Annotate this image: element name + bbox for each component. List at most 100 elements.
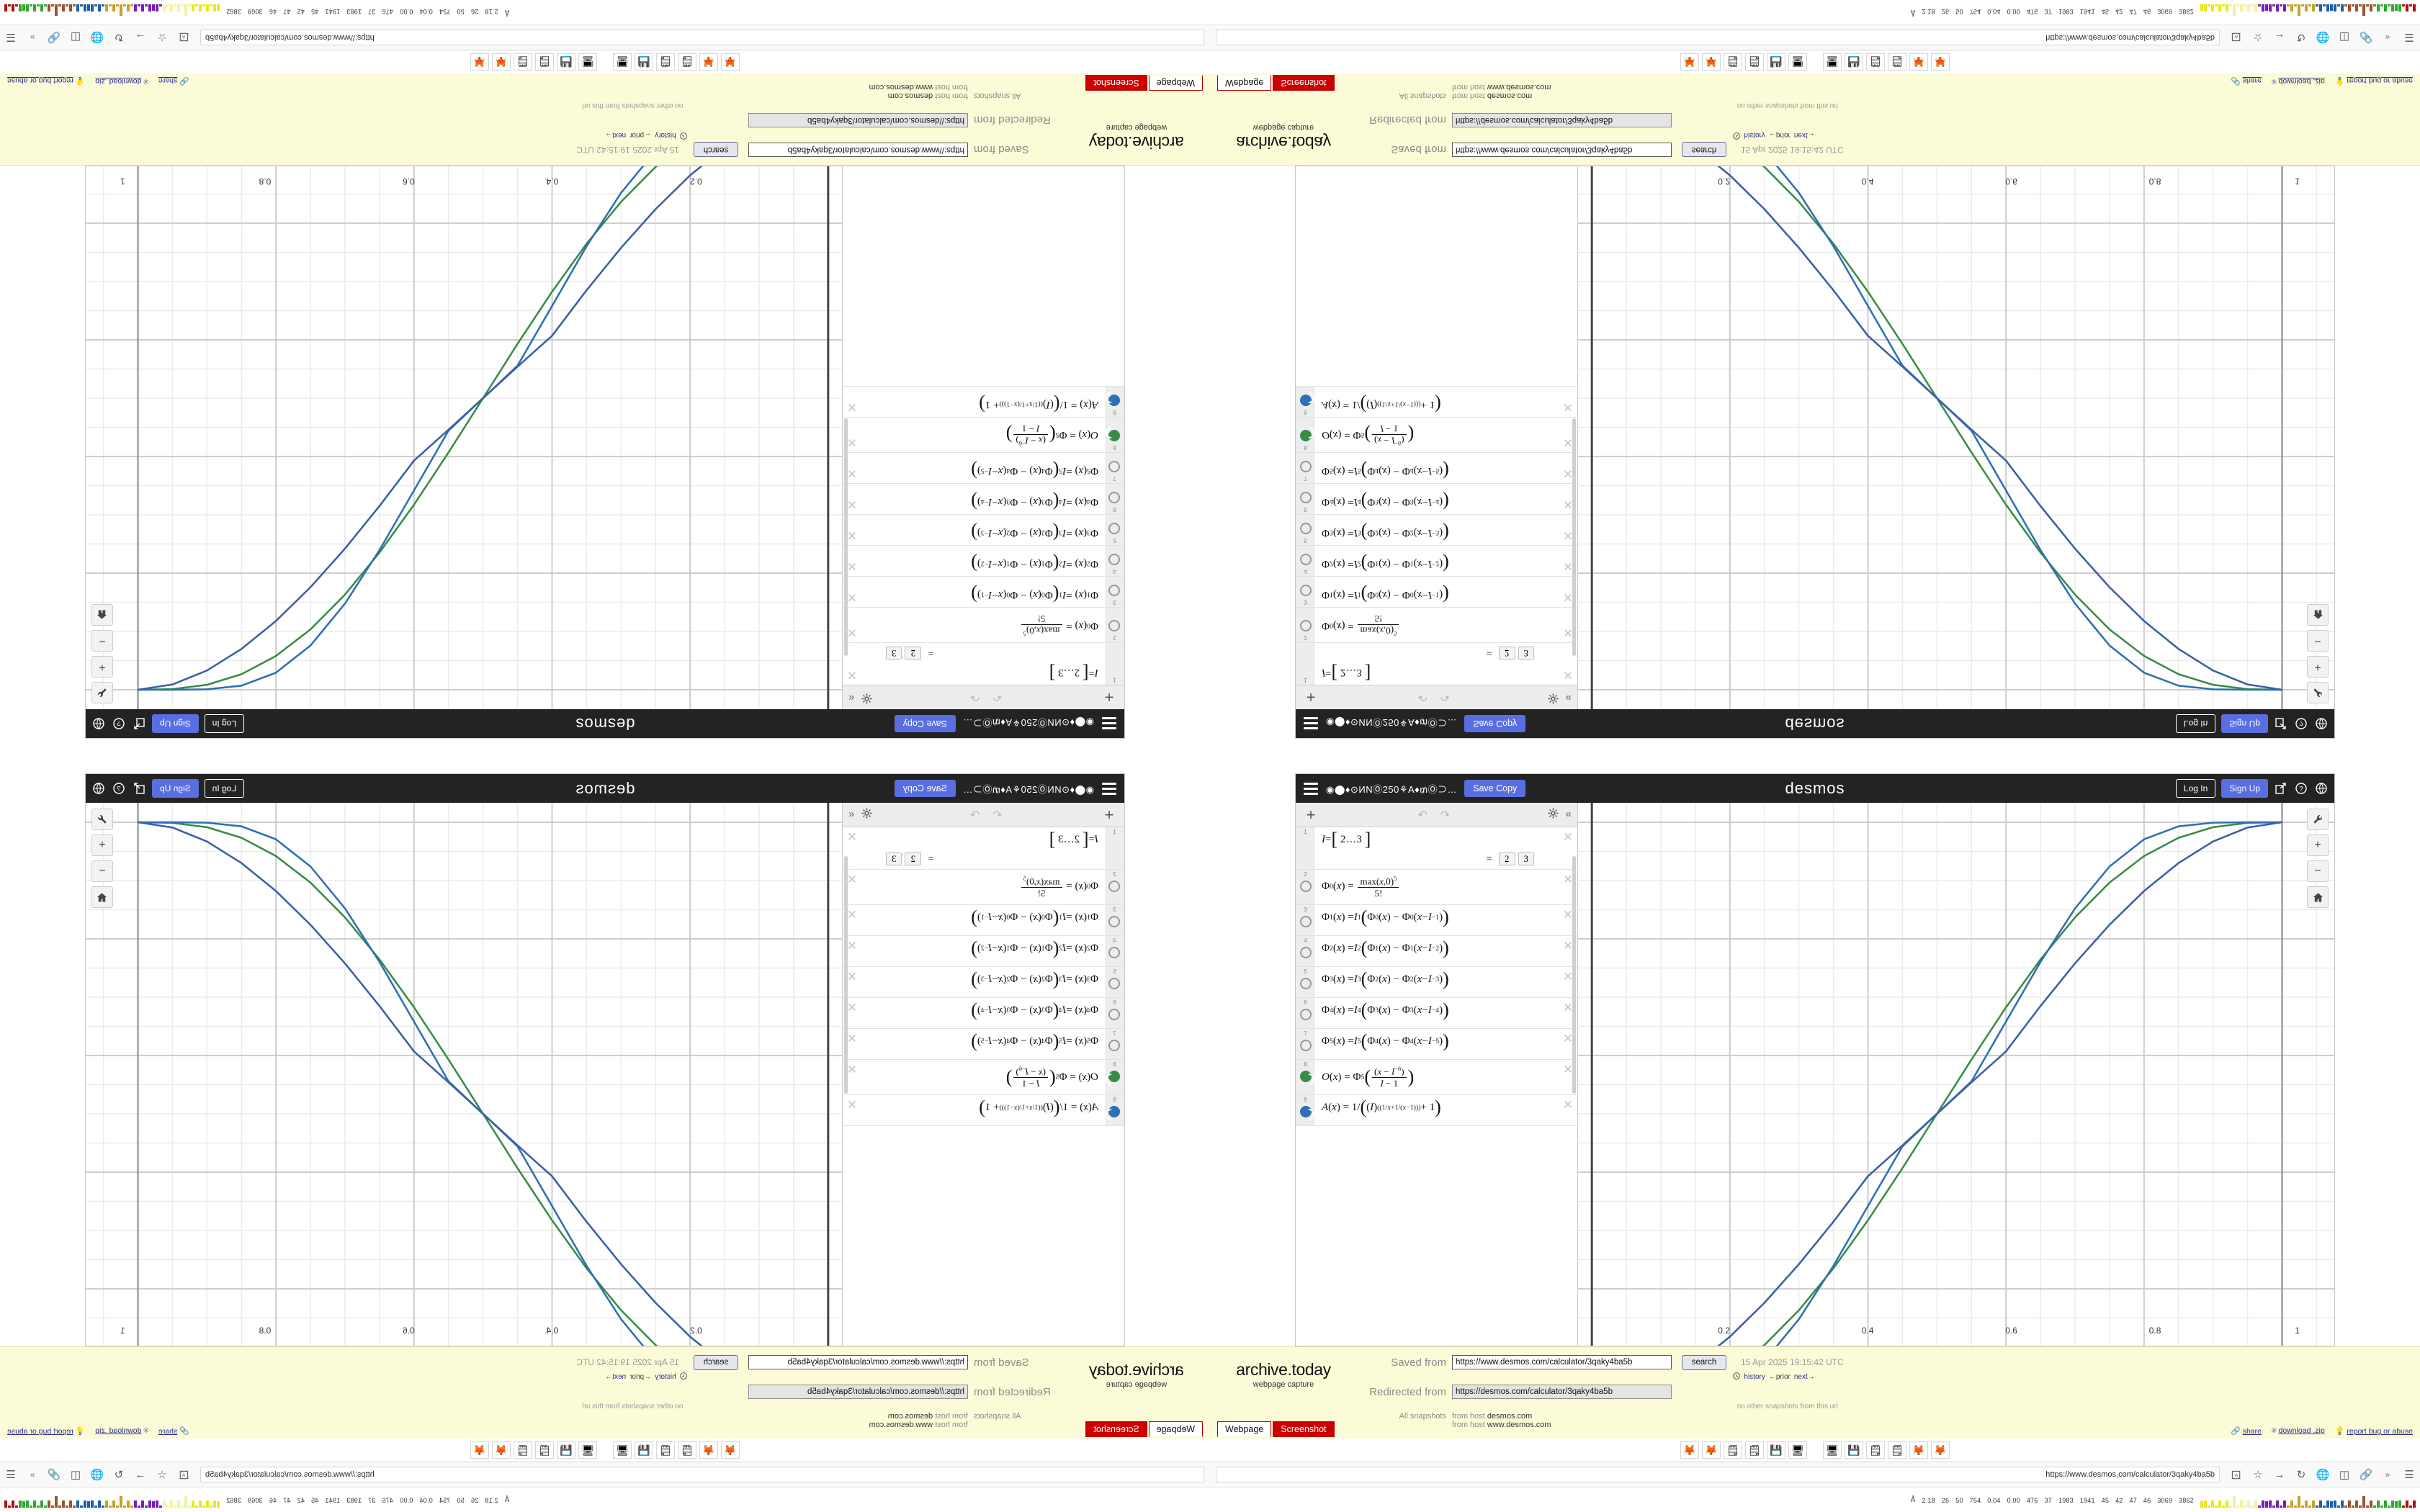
menu-icon[interactable]: ☰	[2404, 31, 2414, 43]
add-expression-button[interactable]: +	[1104, 688, 1114, 707]
gear-icon[interactable]	[861, 690, 872, 704]
graph-paper[interactable]: 0.2 0.4 0.6 0.8 1 + −	[1578, 166, 2334, 709]
taskbar-item-floppy[interactable]: 💾	[557, 53, 575, 71]
expression-visibility-toggle[interactable]	[1108, 620, 1121, 632]
archive-brand-name[interactable]: archive.today	[1236, 133, 1331, 152]
download-link[interactable]: download .zip	[95, 77, 142, 86]
sign-up-button[interactable]: Sign Up	[152, 779, 199, 798]
expression-visibility-toggle[interactable]	[1299, 620, 1312, 632]
graph-paper[interactable]: 0.2 0.4 0.6 0.8 1 + −	[1578, 803, 2334, 1346]
expression-visibility-toggle[interactable]	[1108, 947, 1121, 959]
share-link-group[interactable]: 🔗 share	[2231, 76, 2262, 86]
host-2[interactable]: www.desmos.com	[1487, 1421, 1551, 1429]
expression-row[interactable]: 8 O(x) = Φ 5((x − I−6) I − 1) ✕	[1296, 416, 1577, 452]
zoom-out-button[interactable]: −	[91, 860, 113, 882]
taskbar-item-firefox[interactable]: 🦊	[1680, 53, 1699, 71]
globe-icon[interactable]: 🌐	[90, 31, 104, 43]
share-link[interactable]: share	[2242, 76, 2262, 85]
sign-up-button[interactable]: Sign Up	[152, 714, 199, 733]
taskbar-item-firefox[interactable]: 🦊	[1702, 53, 1721, 71]
report-link-group[interactable]: 💡 report bug or abuse	[2335, 1426, 2413, 1436]
pocket-icon[interactable]: 🔗	[2359, 31, 2373, 43]
next-link[interactable]: next→	[1793, 1373, 1815, 1381]
taskbar-item-terminal[interactable]: 🖥	[613, 53, 632, 71]
tab-screenshot[interactable]: Screenshot	[1085, 75, 1147, 91]
menu-icon[interactable]	[1301, 779, 1320, 798]
expression-visibility-toggle[interactable]	[1108, 1040, 1121, 1052]
download-link-group[interactable]: ⍟ download .zip	[95, 76, 148, 86]
share-icon[interactable]	[2274, 781, 2288, 796]
expression-row[interactable]: 5 Φ 3(x) = I 3(Φ 2(x) − Φ 2(x − I −3)) ✕	[843, 513, 1124, 545]
prior-link[interactable]: ←prior	[1768, 131, 1791, 139]
expression-math[interactable]: O(x) = Φ 5((x − I−6) I − 1)	[1005, 1065, 1098, 1089]
share-link[interactable]: share	[158, 76, 178, 85]
expression-scrollbar[interactable]	[1572, 418, 1576, 656]
taskbar-item-notepad[interactable]: 🗒	[1745, 53, 1764, 71]
save-copy-button[interactable]: Save Copy	[1464, 715, 1526, 732]
expression-visibility-toggle[interactable]	[1299, 584, 1312, 596]
reload-icon[interactable]: ↻	[2296, 31, 2306, 43]
taskbar-item-firefox[interactable]: 🦊	[1931, 1441, 1950, 1459]
download-link-group[interactable]: ⍟ download .zip	[2272, 1426, 2325, 1436]
expression-visibility-toggle[interactable]	[1299, 1040, 1312, 1052]
expression-math[interactable]: I = [ 2…3 ]	[1049, 829, 1098, 850]
log-in-button[interactable]: Log In	[204, 779, 245, 798]
redirected-from-input[interactable]: https://desmos.com/calculator/3qaky4ba5b	[1452, 113, 1672, 127]
overflow-icon[interactable]: »	[2385, 1470, 2390, 1480]
taskbar-item-floppy[interactable]: 💾	[635, 1441, 653, 1459]
sign-up-button[interactable]: Sign Up	[2221, 714, 2268, 733]
delete-expression-button[interactable]: ✕	[1562, 400, 1574, 414]
expression-row[interactable]: 6 Φ 4(x) = I 4(Φ 3(x) − Φ 3(x − I −4)) ✕	[843, 482, 1124, 514]
tab-screenshot[interactable]: Screenshot	[1085, 1421, 1147, 1437]
saved-from-input[interactable]: https://www.desmos.com/calculator/3qaky4…	[1452, 1355, 1672, 1369]
collapse-panel-button[interactable]: «	[848, 808, 855, 820]
expression-scrollbar[interactable]	[1572, 856, 1576, 1094]
globe-icon[interactable]: 🌐	[2316, 31, 2330, 43]
expression-visibility-toggle[interactable]	[1108, 553, 1121, 565]
expression-math[interactable]: Φ 3(x) = I 3(Φ 2(x) − Φ 2(x − I −3))	[1322, 968, 1449, 990]
tab-webpage[interactable]: Webpage	[1148, 1421, 1203, 1437]
expression-row[interactable]: 9 A(x) = 1/((I) ((1/x+1/(x−1))) + 1) ✕	[1296, 1095, 1577, 1127]
redirected-from-input[interactable]: https://desmos.com/calculator/3qaky4ba5b	[748, 113, 968, 127]
taskbar-item-notepad[interactable]: 🗒	[535, 1441, 554, 1459]
search-button[interactable]: search	[1682, 1354, 1726, 1370]
share-link[interactable]: share	[158, 1427, 178, 1436]
expression-row[interactable]: 2 Φ 0(x) = max(x,0)5 5! ✕	[843, 869, 1124, 906]
zoom-in-button[interactable]: +	[91, 656, 113, 678]
taskbar-item-firefox[interactable]: 🦊	[470, 1441, 489, 1459]
expression-math[interactable]: Φ 4(x) = I 4(Φ 3(x) − Φ 3(x − I −4))	[971, 491, 1098, 513]
container-icon[interactable]: ◫	[70, 1469, 81, 1481]
expression-visibility-toggle[interactable]	[1299, 947, 1312, 959]
taskbar-item-terminal[interactable]: 🖥	[1788, 1441, 1807, 1459]
save-copy-button[interactable]: Save Copy	[1464, 780, 1526, 797]
reader-icon[interactable]: A	[2228, 1467, 2244, 1482]
menu-icon[interactable]	[1100, 779, 1119, 798]
delete-expression-button[interactable]: ✕	[846, 400, 858, 414]
taskbar-item-notepad[interactable]: 🗒	[1866, 1441, 1885, 1459]
add-expression-button[interactable]: +	[1104, 805, 1114, 824]
expression-visibility-toggle[interactable]	[1299, 1009, 1312, 1021]
prior-link[interactable]: ←prior	[629, 1373, 652, 1381]
prior-link[interactable]: ←prior	[629, 131, 652, 139]
forward-icon[interactable]: →	[135, 1468, 146, 1481]
wrench-icon[interactable]	[2307, 809, 2329, 830]
redo-button[interactable]: ↷	[1440, 690, 1451, 703]
language-globe-icon[interactable]	[91, 716, 106, 731]
expression-math[interactable]: I = [ 2…3 ]	[1322, 662, 1371, 683]
expression-row[interactable]: 2 Φ 0(x) = max(x,0)5 5! ✕	[1296, 606, 1577, 643]
address-bar[interactable]: https://www.desmos.com/calculator/3qaky4…	[1216, 1467, 2220, 1482]
expression-math[interactable]: Φ 0(x) = max(x,0)5 5!	[1314, 608, 1559, 642]
taskbar-item-firefox[interactable]: 🦊	[470, 53, 489, 71]
expression-math[interactable]: A(x) = 1/((I) ((1/x+1/(x−1))) + 1)	[979, 1097, 1098, 1118]
share-link[interactable]: share	[2242, 1427, 2262, 1436]
expression-row[interactable]: 3 Φ 1(x) = I 1(Φ 0(x) − Φ 0(x − I −1)) ✕	[843, 905, 1124, 937]
undo-button[interactable]: ↶	[1417, 809, 1428, 822]
help-icon[interactable]: ?	[2294, 781, 2308, 796]
delete-expression-button[interactable]: ✕	[1562, 1032, 1574, 1046]
taskbar-item-notepad[interactable]: 🗒	[514, 1441, 532, 1459]
taskbar-item-firefox[interactable]: 🦊	[1702, 1441, 1721, 1459]
wrench-icon[interactable]	[2307, 682, 2329, 703]
taskbar-item-notepad[interactable]: 🗒	[678, 53, 696, 71]
expression-math[interactable]: Φ 3(x) = I 3(Φ 2(x) − Φ 2(x − I −3))	[1322, 522, 1449, 544]
